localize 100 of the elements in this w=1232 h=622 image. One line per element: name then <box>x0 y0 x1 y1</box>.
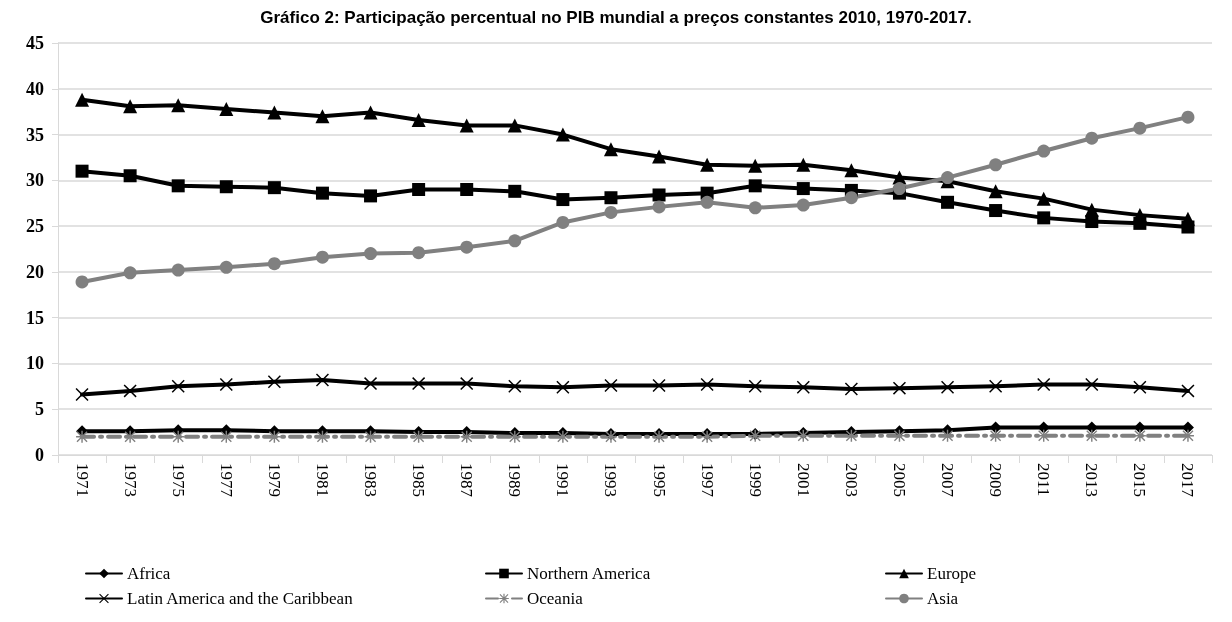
point <box>941 171 955 185</box>
point <box>796 157 811 172</box>
point <box>1085 378 1099 391</box>
point <box>1180 211 1195 226</box>
x-tick-label: 1981 <box>312 463 332 497</box>
point <box>171 98 186 113</box>
x-tick-label: 1975 <box>168 463 188 497</box>
point <box>459 118 474 133</box>
point <box>1133 380 1147 394</box>
point <box>1133 429 1146 442</box>
point <box>76 430 89 443</box>
point <box>941 195 955 209</box>
x-tick-label: 1971 <box>72 463 92 497</box>
point <box>460 182 474 196</box>
point <box>123 169 137 183</box>
point <box>604 378 618 392</box>
point <box>1084 202 1099 217</box>
point <box>460 377 474 391</box>
point <box>124 430 137 443</box>
point <box>748 179 762 193</box>
point <box>315 109 330 124</box>
point <box>75 92 90 107</box>
point <box>1036 191 1051 206</box>
x-tick-label: 1993 <box>601 463 621 497</box>
y-tick-label: 30 <box>26 170 44 191</box>
point <box>892 182 906 196</box>
point <box>75 275 89 289</box>
legend-label: Northern America <box>527 564 651 583</box>
point <box>364 247 378 261</box>
point <box>171 263 185 277</box>
point <box>603 142 618 157</box>
point <box>363 105 378 120</box>
point <box>556 193 570 207</box>
y-tick-label: 15 <box>26 307 44 328</box>
point <box>412 377 426 391</box>
x-tick-label: 2005 <box>889 463 909 497</box>
y-tick-label: 20 <box>26 261 44 282</box>
point <box>556 380 570 394</box>
x-tick-label: 2011 <box>1034 463 1054 497</box>
point <box>1085 131 1099 145</box>
x-tick-label: 1987 <box>457 463 477 498</box>
point <box>267 257 281 271</box>
point <box>267 181 281 195</box>
point <box>844 163 859 178</box>
y-tick-label: 40 <box>26 78 44 99</box>
point <box>555 127 570 142</box>
x-tick-label: 1979 <box>264 463 284 497</box>
point <box>75 388 89 402</box>
point <box>1181 384 1195 398</box>
point <box>652 149 667 164</box>
point <box>941 380 955 394</box>
point <box>844 191 858 205</box>
point <box>508 234 522 248</box>
point <box>652 200 666 214</box>
point <box>411 112 426 127</box>
point <box>267 375 281 389</box>
point <box>604 191 618 205</box>
x-tick-label: 1983 <box>361 463 381 497</box>
point <box>412 246 426 260</box>
point <box>75 164 89 178</box>
point <box>315 250 329 264</box>
point <box>123 99 138 114</box>
legend-label: Latin America and the Caribbean <box>127 589 354 608</box>
point <box>1132 208 1147 223</box>
x-tick-label: 2009 <box>986 463 1006 497</box>
point <box>508 379 522 393</box>
legend-label: Africa <box>127 564 171 583</box>
x-tick-label: 1999 <box>745 463 765 497</box>
y-tick-label: 45 <box>26 33 44 53</box>
point <box>315 373 329 387</box>
point <box>219 180 233 194</box>
point <box>267 105 282 120</box>
x-tick-label: 2015 <box>1130 463 1150 497</box>
point <box>219 260 233 274</box>
point <box>748 158 763 173</box>
point <box>508 184 522 198</box>
point <box>556 215 570 229</box>
point <box>219 101 234 116</box>
x-tick-label: 2003 <box>841 463 861 497</box>
x-tick-label: 1977 <box>216 463 236 498</box>
point <box>1181 110 1195 124</box>
point <box>171 179 185 193</box>
point <box>219 378 233 391</box>
point <box>1037 211 1051 225</box>
point <box>796 198 810 212</box>
x-tick-label: 2013 <box>1082 463 1102 497</box>
x-tick-label: 1989 <box>505 463 525 497</box>
point <box>748 201 762 215</box>
point <box>123 266 137 280</box>
x-tick-label: 1973 <box>120 463 140 497</box>
point <box>1037 144 1051 158</box>
point <box>844 382 858 396</box>
y-tick-label: 25 <box>26 216 44 237</box>
point <box>1133 121 1147 135</box>
x-tick-label: 2017 <box>1178 463 1198 498</box>
point <box>604 205 618 219</box>
point <box>1181 429 1194 442</box>
x-tick-label: 1995 <box>649 463 669 497</box>
point <box>364 377 378 391</box>
x-tick-label: 2007 <box>938 463 958 498</box>
